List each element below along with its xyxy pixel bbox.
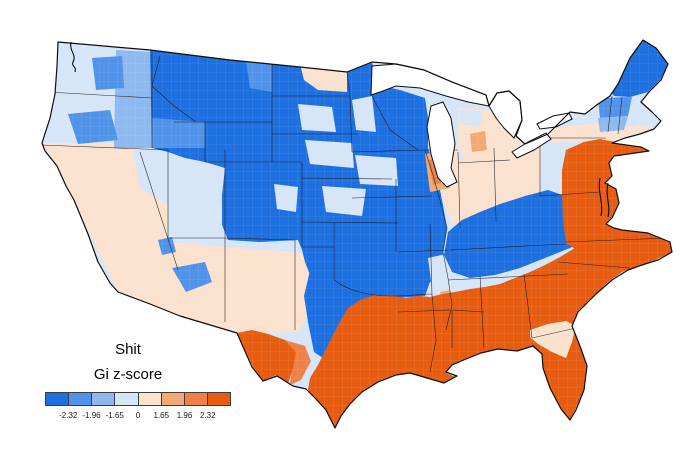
figure-title: Shit <box>115 341 141 358</box>
legend-tick-label: -1.65 <box>105 411 124 420</box>
legend-tick-label: 0 <box>135 411 141 420</box>
chesapeake-bay-lines <box>598 177 610 218</box>
legend-swatch-1 <box>68 392 93 406</box>
state-borders <box>42 52 669 373</box>
legend-swatch-6 <box>183 392 208 406</box>
legend-swatch-7 <box>206 392 231 406</box>
legend-swatch-4 <box>137 392 162 406</box>
color-scale-bar <box>45 392 231 406</box>
us-outline <box>41 39 673 429</box>
legend-tick-label: -2.32 <box>59 411 78 420</box>
legend-swatch-3 <box>114 392 139 406</box>
lake-michigan <box>426 101 458 188</box>
legend-tick-label: 2.32 <box>199 411 216 420</box>
lake-ontario <box>536 112 573 130</box>
legend-swatch-2 <box>91 392 116 406</box>
legend-swatch-0 <box>45 392 70 406</box>
legend-tick-label: 1.65 <box>153 411 170 420</box>
legend-swatch-5 <box>160 392 185 406</box>
puget-sound-lines <box>70 41 76 73</box>
legend-tick-label: 1.96 <box>176 411 193 420</box>
color-scale-tick-labels: -2.32 -1.96 -1.65 0 1.65 1.96 2.32 <box>45 411 231 423</box>
legend-tick-label: -1.96 <box>82 411 101 420</box>
legend-title: Gi z-score <box>93 366 163 383</box>
lake-erie <box>511 132 552 159</box>
